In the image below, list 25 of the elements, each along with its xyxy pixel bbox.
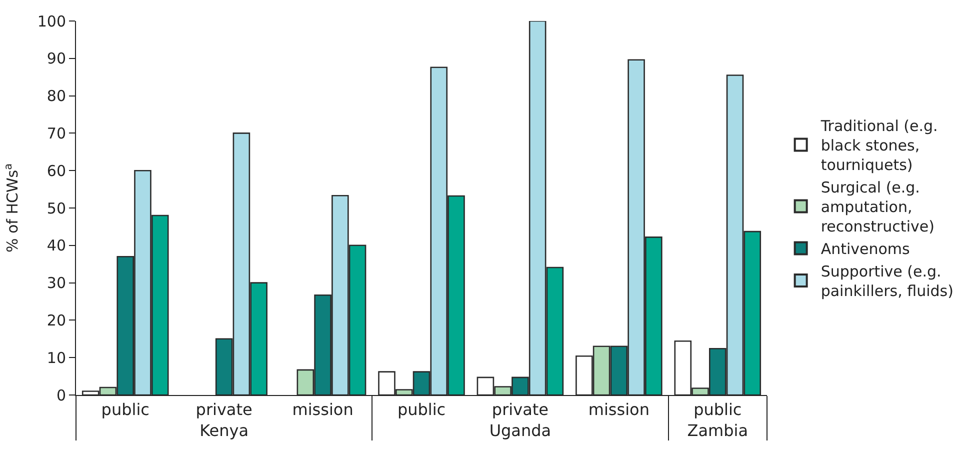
x-tick-label: public — [694, 400, 742, 420]
text: Zambia — [687, 421, 748, 440]
text: Kenya — [200, 421, 249, 440]
y-tick-label: 80 — [46, 87, 66, 106]
y-tick-label: 20 — [46, 311, 66, 330]
y-tick-label: 100 — [37, 12, 66, 30]
legend-label: Surgical (e.g. amputation, reconstructive) — [820, 178, 934, 236]
y-tick-label: 30 — [46, 274, 66, 292]
legend-label: Traditional (e.g. black stones, tourniquets) — [820, 117, 938, 174]
x-tick-label: public — [101, 400, 150, 420]
x-tick-label: public — [397, 400, 446, 420]
x-tick-label: mission — [292, 400, 354, 420]
x-tick-label: private — [196, 400, 252, 420]
legend-label: Supportive (e.g. painkillers, fluids) — [820, 262, 954, 300]
legend-label: Antivenoms — [820, 240, 910, 258]
y-tick-label: 60 — [46, 162, 66, 180]
y-tick-label: 10 — [46, 348, 66, 367]
y-tick-label: 50 — [46, 199, 66, 218]
y-tick-label: 40 — [46, 236, 66, 255]
x-tick-label: mission — [588, 400, 650, 420]
y-tick-label: 0 — [56, 386, 66, 404]
y-tick-label: 90 — [46, 50, 66, 68]
x-tick-label: private — [492, 400, 548, 420]
y-tick-label: 70 — [46, 124, 66, 142]
text: Uganda — [489, 421, 552, 440]
